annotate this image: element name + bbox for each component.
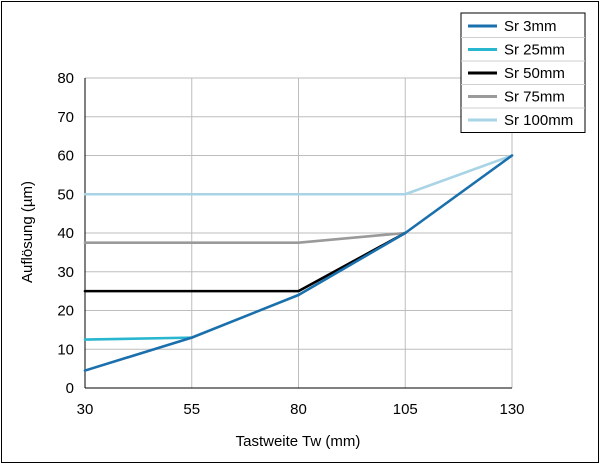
y-tick-label: 30 <box>57 264 74 281</box>
series-line-sr-100mm <box>83 154 514 196</box>
y-tick-label: 10 <box>57 341 74 358</box>
x-tick-labels: 30 55 80 105 130 <box>77 401 525 418</box>
series-line-sr-3mm <box>83 154 514 372</box>
x-axis-label: Tastweite Tw (mm) <box>236 433 361 450</box>
legend-label: Sr 100mm <box>504 112 573 129</box>
y-tick-label: 20 <box>57 303 74 320</box>
legend-label: Sr 25mm <box>504 42 565 59</box>
legend-label: Sr 3mm <box>504 18 557 35</box>
series-line-sr-75mm <box>83 231 407 244</box>
legend: Sr 3mm Sr 25mm Sr 50mm Sr 75mm Sr 100mm <box>460 12 586 133</box>
y-tick-label: 80 <box>57 70 74 87</box>
legend-label: Sr 75mm <box>504 89 565 106</box>
y-tick-label: 70 <box>57 109 74 126</box>
plot-border <box>84 78 512 389</box>
y-tick-label: 40 <box>57 225 74 242</box>
x-tick-label: 80 <box>290 401 307 418</box>
x-tick-label: 55 <box>183 401 200 418</box>
x-tick-label: 30 <box>77 401 94 418</box>
series-layer <box>83 154 514 372</box>
legend-label: Sr 50mm <box>504 65 565 82</box>
grid <box>84 77 513 389</box>
x-tick-label: 105 <box>393 401 418 418</box>
y-tick-label: 60 <box>57 148 74 165</box>
y-tick-label: 0 <box>66 380 74 397</box>
y-tick-label: 50 <box>57 186 74 203</box>
x-tick-label: 130 <box>499 401 524 418</box>
y-tick-labels: 0 10 20 30 40 50 60 70 80 <box>57 70 74 397</box>
series-line-sr-25mm <box>83 336 194 341</box>
y-axis-label: Auflösung (µm) <box>19 181 36 283</box>
